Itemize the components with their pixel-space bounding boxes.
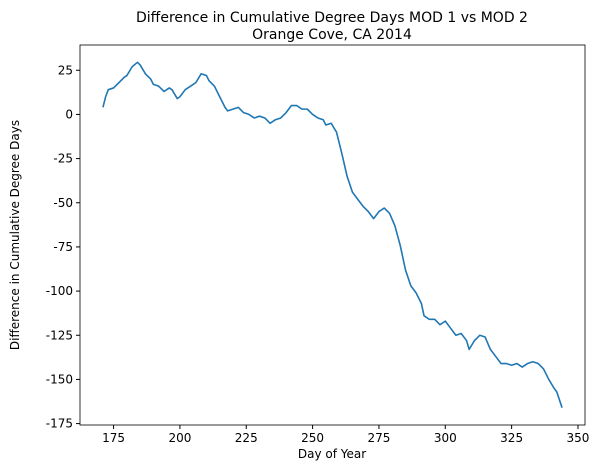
x-tick-label: 200 [168,431,191,445]
data-line [102,61,563,408]
y-tick-label: -150 [46,372,73,386]
x-tick-label: 350 [567,431,590,445]
x-tick-label: 300 [434,431,457,445]
chart-title: Difference in Cumulative Degree Days MOD… [136,10,528,26]
x-tick-label: 225 [235,431,258,445]
y-tick-label: -75 [53,240,73,254]
x-axis-label: Day of Year [298,447,366,461]
x-tick-label: 275 [367,431,390,445]
y-axis-label: Difference in Cumulative Degree Days [8,120,22,350]
y-tick-label: -100 [46,284,73,298]
y-tick-label: 0 [65,107,73,121]
y-tick-label: -25 [53,152,73,166]
x-tick-label: 175 [102,431,125,445]
y-tick-label: 25 [58,63,73,77]
y-tick-label: -175 [46,417,73,431]
x-tick-label: 325 [500,431,523,445]
x-tick-label: 250 [301,431,324,445]
y-tick-label: -50 [53,196,73,210]
chart-subtitle: Orange Cove, CA 2014 [252,27,412,43]
y-tick-label: -125 [46,328,73,342]
plot-frame [79,44,586,426]
